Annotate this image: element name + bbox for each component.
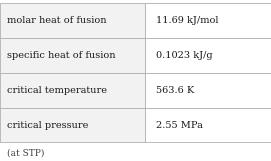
Bar: [0, 3, 145, 38]
Bar: [145, 108, 271, 142]
Bar: [0, 108, 145, 142]
Text: 0.1023 kJ/g: 0.1023 kJ/g: [156, 51, 212, 60]
Text: molar heat of fusion: molar heat of fusion: [7, 16, 106, 25]
Text: 563.6 K: 563.6 K: [156, 86, 194, 95]
Text: specific heat of fusion: specific heat of fusion: [7, 51, 115, 60]
Text: critical temperature: critical temperature: [7, 86, 107, 95]
Bar: [145, 38, 271, 73]
Bar: [145, 3, 271, 38]
Text: 2.55 MPa: 2.55 MPa: [156, 121, 203, 130]
Text: (at STP): (at STP): [7, 148, 44, 157]
Bar: [0, 73, 145, 108]
Bar: [145, 73, 271, 108]
Bar: [0, 38, 145, 73]
Text: 11.69 kJ/mol: 11.69 kJ/mol: [156, 16, 218, 25]
Text: critical pressure: critical pressure: [7, 121, 88, 130]
